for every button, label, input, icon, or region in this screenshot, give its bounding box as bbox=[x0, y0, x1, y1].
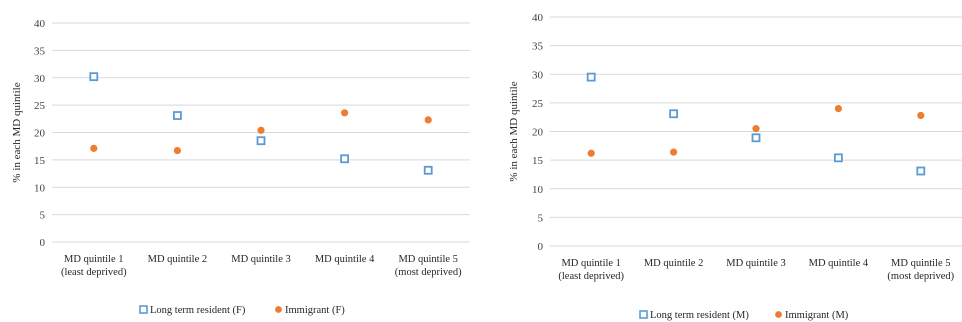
x-category-label-line: (least deprived) bbox=[61, 267, 127, 278]
x-category-label: MD quintile 5 (most deprived) bbox=[887, 258, 954, 282]
x-category-label: MD quintile 2 bbox=[148, 254, 208, 265]
data-point-long-term-resident bbox=[423, 165, 433, 175]
x-category-label-line: MD quintile 4 bbox=[809, 258, 869, 269]
x-category-label-line: (least deprived) bbox=[558, 271, 624, 282]
x-category-label-line: MD quintile 1 bbox=[561, 258, 621, 269]
legend-marker-circle bbox=[775, 311, 782, 318]
data-point-immigrant bbox=[424, 116, 432, 124]
x-category-label-line: MD quintile 5 bbox=[891, 258, 951, 269]
legend-marker-circle bbox=[275, 306, 282, 313]
legend-label: Immigrant (F) bbox=[285, 305, 345, 316]
y-axis-title: % in each MD quintile bbox=[508, 81, 520, 181]
y-tick-label: 20 bbox=[34, 128, 46, 140]
data-point-long-term-resident bbox=[172, 111, 182, 120]
data-point-long-term-resident bbox=[586, 72, 596, 82]
legend-label: Long term resident (M) bbox=[650, 310, 749, 321]
y-tick-label: 0 bbox=[40, 237, 46, 249]
y-tick-label: 30 bbox=[532, 69, 544, 81]
y-tick-label: 25 bbox=[34, 100, 46, 112]
x-category-label: MD quintile 5 (most deprived) bbox=[395, 254, 462, 278]
x-category-label: MD quintile 4 bbox=[315, 254, 375, 265]
x-category-label-line: MD quintile 3 bbox=[231, 254, 291, 265]
data-point-long-term-resident bbox=[256, 136, 266, 146]
chart-male: 0 5 10 15 20 25 30 35 40 % in each MD quintile MD … bbox=[508, 12, 962, 321]
x-category-label-line: MD quintile 3 bbox=[726, 258, 786, 269]
data-point-immigrant bbox=[173, 146, 181, 155]
x-category-label: MD quintile 4 bbox=[809, 258, 869, 269]
y-axis-title: % in each MD quintile bbox=[11, 82, 23, 182]
y-tick-label: 35 bbox=[34, 45, 46, 57]
x-category-label: MD quintile 1 (least deprived) bbox=[61, 254, 127, 278]
data-point-immigrant bbox=[341, 109, 349, 117]
data-point-immigrant bbox=[257, 126, 265, 134]
y-tick-label: 15 bbox=[34, 155, 46, 167]
legend-marker-square bbox=[139, 305, 148, 314]
x-category-label: MD quintile 3 bbox=[231, 254, 291, 265]
y-tick-label: 35 bbox=[532, 41, 544, 53]
y-tick-label: 15 bbox=[532, 155, 544, 167]
x-category-label-line: (most deprived) bbox=[395, 267, 462, 278]
y-tick-label: 5 bbox=[538, 212, 544, 224]
x-category-label-line: MD quintile 2 bbox=[644, 258, 704, 269]
x-category-label-line: MD quintile 4 bbox=[315, 254, 375, 265]
x-category-label-line: MD quintile 5 bbox=[398, 254, 458, 265]
x-category-label: MD quintile 2 bbox=[644, 258, 704, 269]
y-tick-label: 10 bbox=[34, 182, 46, 194]
data-point-long-term-resident bbox=[340, 154, 350, 164]
y-tick-label: 40 bbox=[34, 18, 46, 30]
data-point-immigrant bbox=[587, 149, 595, 157]
y-tick-label: 20 bbox=[532, 127, 544, 139]
x-category-label-line: (most deprived) bbox=[887, 271, 954, 282]
data-point-immigrant bbox=[917, 111, 925, 120]
y-tick-label: 30 bbox=[34, 73, 46, 85]
data-point-long-term-resident bbox=[916, 166, 926, 176]
x-category-label: MD quintile 1 (least deprived) bbox=[558, 258, 624, 282]
data-point-immigrant bbox=[752, 125, 760, 133]
y-tick-label: 40 bbox=[532, 12, 544, 24]
y-tick-label: 5 bbox=[40, 210, 46, 222]
y-tick-label: 25 bbox=[532, 98, 544, 110]
data-point-immigrant bbox=[834, 105, 843, 113]
data-point-immigrant bbox=[90, 144, 98, 152]
data-point-immigrant bbox=[670, 148, 678, 156]
y-tick-label: 0 bbox=[538, 241, 544, 253]
x-category-label-line: MD quintile 1 bbox=[64, 254, 124, 265]
data-point-long-term-resident bbox=[751, 133, 761, 143]
data-point-long-term-resident bbox=[89, 72, 99, 82]
data-point-long-term-resident bbox=[834, 153, 843, 163]
legend-marker-square bbox=[639, 310, 648, 319]
x-category-label-line: MD quintile 2 bbox=[148, 254, 208, 265]
chart-female: 0 5 10 15 20 25 30 35 40 % in each MD quintile MD … bbox=[11, 18, 470, 316]
y-tick-label: 10 bbox=[532, 184, 544, 196]
x-category-label: MD quintile 3 bbox=[726, 258, 786, 269]
legend-label: Long term resident (F) bbox=[150, 305, 246, 316]
legend-label: Immigrant (M) bbox=[785, 310, 849, 321]
data-point-long-term-resident bbox=[669, 109, 678, 119]
